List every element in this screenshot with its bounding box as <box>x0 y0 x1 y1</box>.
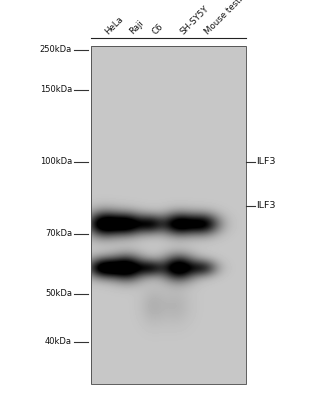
Text: SH-SY5Y: SH-SY5Y <box>179 4 211 36</box>
Text: HeLa: HeLa <box>104 14 125 36</box>
Text: 250kDa: 250kDa <box>40 46 72 54</box>
Text: 70kDa: 70kDa <box>45 230 72 238</box>
Text: 50kDa: 50kDa <box>45 290 72 298</box>
Text: ILF3: ILF3 <box>256 202 275 210</box>
Text: Raji: Raji <box>127 18 145 36</box>
Text: 100kDa: 100kDa <box>40 158 72 166</box>
Text: C6: C6 <box>151 22 165 36</box>
Text: 40kDa: 40kDa <box>45 338 72 346</box>
Bar <box>91 46 246 384</box>
Text: 150kDa: 150kDa <box>40 86 72 94</box>
Text: Mouse testis: Mouse testis <box>203 0 248 36</box>
Text: ILF3: ILF3 <box>256 158 275 166</box>
